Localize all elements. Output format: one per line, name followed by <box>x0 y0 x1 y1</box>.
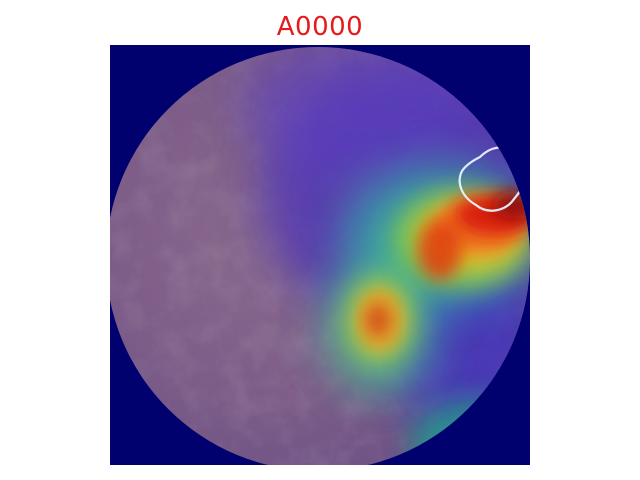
heatmap-image-panel <box>110 45 530 465</box>
heatmap-overlay-image <box>110 45 530 465</box>
figure-title: A0000 <box>276 12 364 42</box>
